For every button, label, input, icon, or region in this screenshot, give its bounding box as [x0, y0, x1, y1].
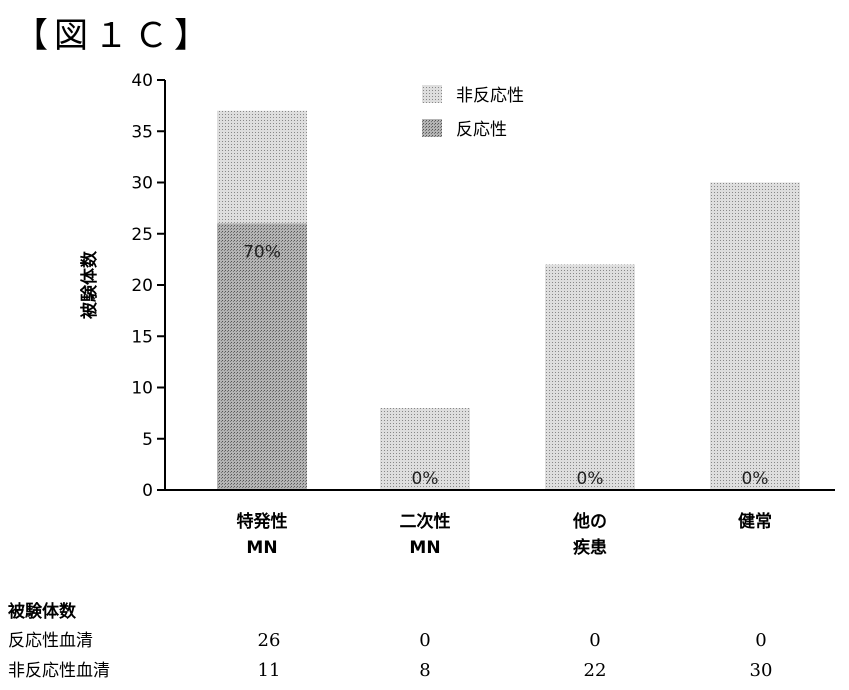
- legend: 非反応性反応性: [422, 85, 524, 140]
- category-labels: 特発性 MN 二次性 MN 他の疾患 健常: [237, 511, 773, 558]
- bar-nonreactive: [710, 183, 800, 491]
- y-tick-label: 30: [131, 174, 153, 194]
- table-row: 反応性血清 26 0 0 0: [8, 626, 838, 656]
- percent-labels: 70% 0% 0% 0%: [243, 243, 768, 490]
- bar-percent-label: 0%: [577, 469, 604, 489]
- y-axis: 0 5 10 15 20 25 30 35 40: [131, 71, 165, 501]
- y-tick-label: 40: [131, 71, 153, 91]
- table-cell: 0: [565, 626, 625, 656]
- bar-nonreactive: [545, 265, 635, 491]
- legend-swatch: [422, 119, 442, 137]
- table-row: 非反応性血清 11 8 22 30: [8, 656, 838, 686]
- category-label: 二次性: [400, 511, 451, 532]
- category-label: MN: [246, 538, 277, 558]
- y-axis-label: 被験体数: [79, 250, 100, 319]
- row-label: 反応性血清: [8, 626, 93, 656]
- y-tick-label: 20: [131, 276, 153, 296]
- legend-label: 反応性: [456, 120, 507, 140]
- bars: [217, 111, 800, 490]
- bar-percent-label: 0%: [412, 469, 439, 489]
- table-cell: 22: [565, 656, 625, 686]
- y-tick-label: 0: [142, 481, 153, 501]
- table-cell: 11: [239, 656, 299, 686]
- y-tick-label: 5: [142, 430, 153, 450]
- bar-reactive: [217, 224, 307, 491]
- category-label: 健常: [738, 511, 772, 532]
- row-label: 非反応性血清: [8, 656, 110, 686]
- bar-percent-label: 70%: [243, 243, 281, 263]
- y-tick-label: 10: [131, 379, 153, 399]
- y-tick-label: 35: [131, 122, 153, 142]
- legend-swatch: [422, 85, 442, 103]
- counts-table: 被験体数 反応性血清 26 0 0 0 非反応性血清 11 8 22 30: [8, 598, 838, 686]
- table-title: 被験体数: [8, 598, 838, 626]
- bar-nonreactive: [217, 111, 307, 224]
- category-label: 特発性: [237, 511, 288, 532]
- table-cell: 0: [731, 626, 791, 656]
- table-cell: 30: [731, 656, 791, 686]
- table-cell: 26: [239, 626, 299, 656]
- category-label: 疾患: [573, 537, 607, 558]
- table-cell: 8: [395, 656, 455, 686]
- category-label: 他の: [572, 511, 607, 532]
- bar-chart: 0 5 10 15 20 25 30 35 40 70% 0% 0% 0% 特発性 MN 二次性 MN 他の疾…: [0, 0, 849, 600]
- bar-percent-label: 0%: [742, 469, 769, 489]
- category-label: MN: [409, 538, 440, 558]
- y-tick-label: 25: [131, 225, 153, 245]
- y-tick-label: 15: [131, 327, 153, 347]
- table-cell: 0: [395, 626, 455, 656]
- legend-label: 非反応性: [456, 86, 524, 106]
